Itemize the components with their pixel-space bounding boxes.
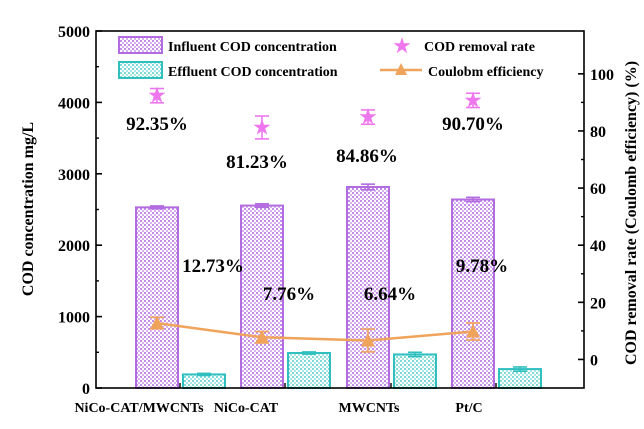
right-tick-label: 40 <box>590 238 606 255</box>
coulomb-efficiency-label: 12.73% <box>182 256 244 277</box>
legend-label-coulomb: Coulobm efficiency <box>428 65 543 80</box>
left-axis-title: COD concentration mg/L <box>20 122 37 296</box>
removal-rate-point: ★ <box>358 105 378 130</box>
bar-influent <box>451 198 495 389</box>
right-tick-label: 100 <box>590 67 614 84</box>
removal-rate-label: 90.70% <box>442 114 504 135</box>
legend-triangle-icon <box>395 63 407 75</box>
removal-rate-point: ★ <box>252 115 272 140</box>
value-labels-layer: 92.35% 81.23% 84.86% 90.70% 12.73% 7.76% 6.64%… <box>126 114 508 305</box>
removal-rate-point: ★ <box>147 84 167 109</box>
left-tick-label: 2000 <box>58 238 90 255</box>
coulomb-line-layer <box>156 321 474 342</box>
bar-influent <box>346 186 390 389</box>
bar-effluent <box>287 352 331 390</box>
legend-swatch-influent <box>118 36 163 54</box>
coulomb-point <box>255 330 269 344</box>
markers-layer: ★ ★ ★ ★ <box>147 84 483 347</box>
left-tick-label: 4000 <box>58 95 90 112</box>
legend: Influent COD concentration Effluent COD … <box>118 34 543 80</box>
removal-rate-label: 84.86% <box>336 146 398 167</box>
category-label: Pt/C <box>455 401 482 416</box>
category-label: NiCo-CAT <box>214 401 279 416</box>
left-tick-label: 3000 <box>58 167 90 184</box>
coulomb-efficiency-label: 9.78% <box>456 256 508 277</box>
coulomb-efficiency-label: 7.76% <box>263 284 315 305</box>
right-tick-label: 60 <box>590 181 606 198</box>
left-tick-label: 1000 <box>58 310 90 327</box>
coulomb-efficiency-line <box>156 321 474 342</box>
ticks-layer: 0 1000 2000 3000 4000 5000 0 20 40 60 80 100 NiCo-CA… <box>58 24 614 416</box>
legend-label-removal: COD removal rate <box>424 40 535 55</box>
removal-rate-label: 81.23% <box>226 152 288 173</box>
right-tick-label: 20 <box>590 295 606 312</box>
category-label: MWCNTs <box>339 401 400 416</box>
removal-rate-label: 92.35% <box>126 114 188 135</box>
legend-label-effluent: Effluent COD concentration <box>168 65 338 80</box>
coulomb-efficiency-label: 6.64% <box>364 284 416 305</box>
coulomb-point <box>361 333 375 347</box>
removal-rate-point: ★ <box>463 88 483 113</box>
coulomb-point <box>466 324 480 338</box>
bar-effluent <box>393 353 437 389</box>
bar-influent <box>240 204 284 389</box>
left-tick-label: 5000 <box>58 24 90 41</box>
legend-label-influent: Influent COD concentration <box>168 40 337 55</box>
right-tick-label: 80 <box>590 124 606 141</box>
right-tick-label: 0 <box>590 352 598 369</box>
legend-star-icon: ★ <box>392 34 412 59</box>
bars-layer <box>135 186 542 390</box>
bar-influent <box>135 206 179 389</box>
legend-swatch-effluent <box>118 61 163 79</box>
bar-effluent <box>182 373 226 389</box>
left-tick-label: 0 <box>82 381 90 398</box>
category-label: NiCo-CAT/MWCNTs <box>74 401 204 416</box>
coulomb-point <box>150 316 164 330</box>
right-axis-title: COD removal rate (Coulomb efficiency) (%… <box>623 61 640 365</box>
